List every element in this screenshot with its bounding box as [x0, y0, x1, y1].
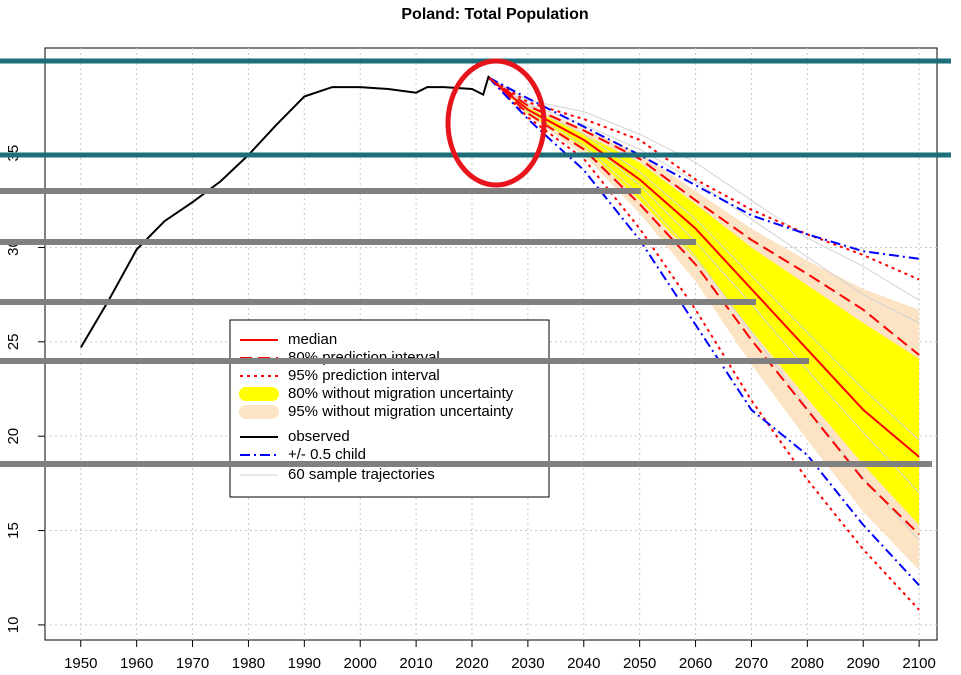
- x-tick-label: 1970: [176, 655, 209, 672]
- x-tick-label: 1960: [120, 655, 153, 672]
- legend-label: 80% without migration uncertainty: [288, 385, 514, 402]
- x-tick-label: 2060: [679, 655, 712, 672]
- interval-line: [488, 76, 920, 356]
- interval-line: [488, 76, 920, 260]
- x-tick-label: 2100: [902, 655, 935, 672]
- x-tick-label: 2020: [455, 655, 488, 672]
- legend-box: [229, 319, 550, 498]
- x-tick-label: 2070: [735, 655, 768, 672]
- y-tick-label: 10: [5, 617, 22, 634]
- x-tick-label: 2050: [623, 655, 656, 672]
- y-tick-label: 25: [5, 333, 22, 350]
- series-line: [488, 76, 920, 458]
- legend-label: 95% without migration uncertainty: [288, 403, 514, 420]
- y-tick-label: 15: [5, 522, 22, 539]
- axes: 1950 1960 1970 1980 1990 2000 2010 2020 2030 2040…: [5, 145, 936, 672]
- highlight-circle: [445, 58, 547, 188]
- trajectory: [488, 77, 920, 541]
- plot-frame: [44, 47, 938, 641]
- x-tick-label: 1950: [64, 655, 97, 672]
- x-tick-label: 1990: [288, 655, 321, 672]
- trajectory: [488, 77, 920, 441]
- x-tick-label: 2090: [847, 655, 880, 672]
- x-tick-label: 2010: [399, 655, 432, 672]
- y-tick-label: 20: [5, 428, 22, 445]
- interval-line: [488, 76, 920, 611]
- x-tick-label: 2080: [791, 655, 824, 672]
- legend-label: 95% prediction interval: [288, 367, 440, 384]
- legend-label: observed: [288, 428, 350, 445]
- trajectory: [488, 77, 920, 324]
- x-tick-label: 2040: [567, 655, 600, 672]
- legend-label: median: [288, 331, 337, 348]
- interval-line: [488, 76, 920, 586]
- x-tick-label: 2030: [511, 655, 544, 672]
- annotation-overlay: [0, 58, 951, 467]
- interval-line: [488, 76, 920, 536]
- x-tick-label: 2000: [344, 655, 377, 672]
- legend-label: +/- 0.5 child: [288, 446, 366, 463]
- x-tick-label: 1980: [232, 655, 265, 672]
- chart-title: Poland: Total Population: [401, 6, 588, 23]
- legend-label: 60 sample trajectories: [288, 466, 435, 483]
- trajectory: [488, 77, 920, 301]
- series-line: [79, 75, 490, 349]
